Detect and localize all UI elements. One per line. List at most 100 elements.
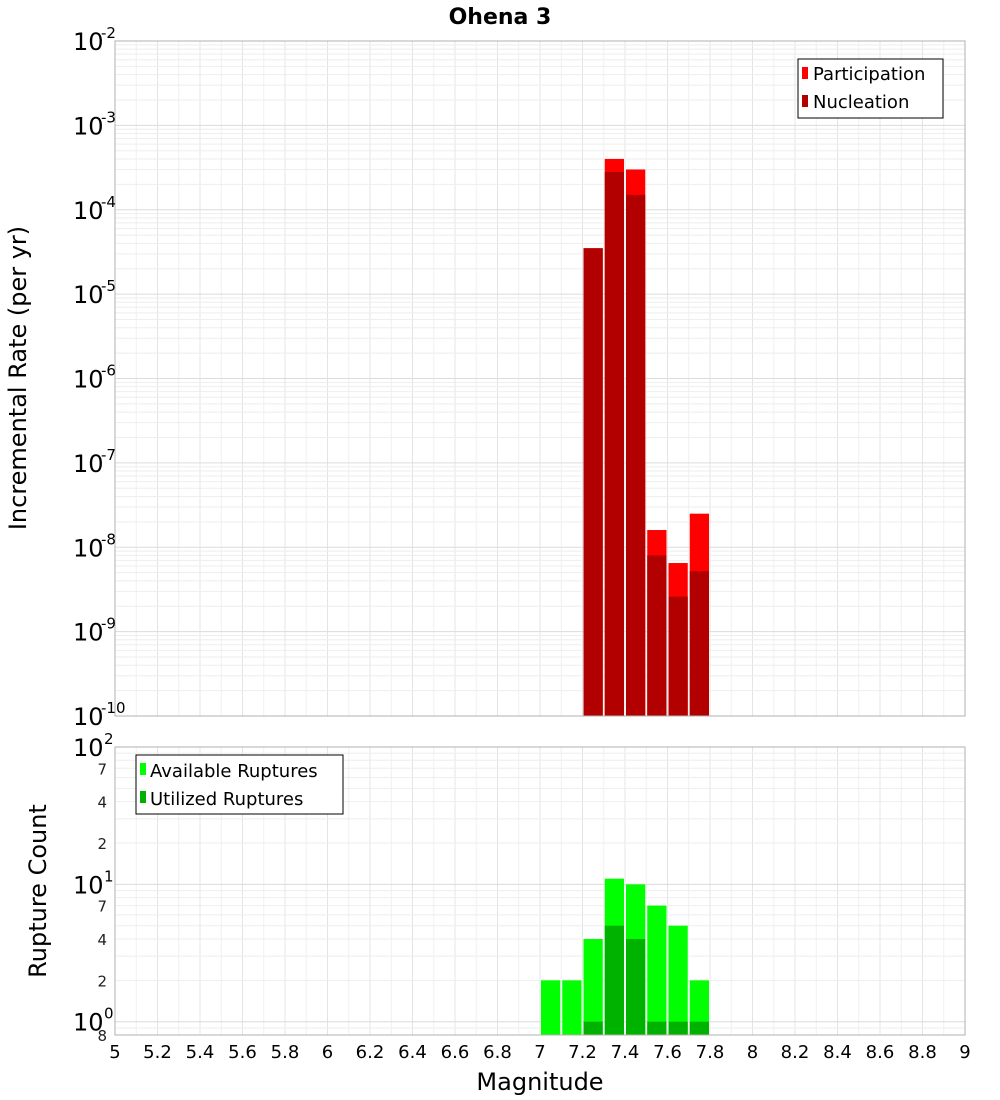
rate-nucleation-bar [689, 571, 709, 716]
count-utilized-ruptures-bar [626, 939, 646, 1035]
y-tick-label: 10 2 [73, 730, 114, 762]
bottom-legend: Available Ruptures Utilized Ruptures [135, 754, 344, 815]
top-plot-border [114, 40, 966, 717]
x-tick-label: 7.8 [696, 1042, 725, 1063]
y-tick-exponent: -10 [101, 699, 126, 717]
x-tick-label: 7 [534, 1042, 545, 1063]
x-tick-label: 6.2 [356, 1042, 385, 1063]
x-tick-label: 6.6 [441, 1042, 470, 1063]
y-tick-label: 10 0 [73, 1005, 114, 1037]
nucleation-legend-swatch [802, 95, 808, 107]
y-tick-exponent: 0 [104, 1005, 114, 1023]
count-available-ruptures-bar [668, 925, 688, 1035]
y-tick-exponent: -8 [101, 530, 116, 548]
top-legend: Participation Nucleation [797, 58, 944, 119]
y-tick-exponent: 1 [104, 867, 114, 885]
y-tick-exponent: -3 [101, 108, 116, 126]
count-utilized-ruptures-bar [668, 1021, 688, 1035]
y-minor-tick-label: 7 [97, 898, 107, 916]
x-tick-label: 5.6 [228, 1042, 257, 1063]
top-legend-box [797, 58, 944, 119]
x-tick-labels: 5 5.2 5.4 5.6 5.8 6 6.2 6.4 6.6 6.8 7 7.2 7.4 7.6 7.8 8… [109, 1042, 970, 1063]
y-tick-label: 10-6 [73, 362, 116, 394]
count-available-ruptures-bar [647, 905, 667, 1035]
participation-legend-label: Participation [813, 64, 925, 85]
y-tick-label: 10-4 [73, 193, 116, 225]
count-available-ruptures-bar [583, 939, 603, 1035]
x-tick-label: 6.8 [483, 1042, 512, 1063]
y-minor-tick-label: 2 [97, 835, 107, 853]
bottom-y-axis-label: Rupture Count [24, 804, 52, 978]
x-tick-label: 7.6 [653, 1042, 682, 1063]
y-minor-tick-label: 4 [97, 794, 107, 812]
count-available-ruptures-bar [689, 980, 709, 1035]
y-tick-base: 10 [73, 450, 104, 478]
y-tick-base: 10 [73, 197, 104, 225]
y-tick-base: 10 [73, 871, 104, 899]
top-bars [583, 158, 709, 717]
count-utilized-ruptures-bar [689, 1021, 709, 1035]
rate-nucleation-bar [668, 596, 688, 716]
y-tick-base: 10 [73, 28, 104, 56]
y-tick-label: 10-10 [73, 699, 126, 731]
y-tick-label: 10-5 [73, 277, 116, 309]
x-tick-label: 5.4 [186, 1042, 215, 1063]
top-y-tick-labels: 10-210-310-410-510-610-710-810-910-10 [73, 24, 126, 731]
chart-title: Ohena 3 [449, 5, 552, 30]
x-tick-label: 8.8 [908, 1042, 937, 1063]
x-tick-label: 7.2 [568, 1042, 597, 1063]
y-tick-exponent: -2 [101, 24, 116, 42]
x-axis-label: Magnitude [476, 1068, 603, 1096]
top-gridlines [114, 40, 966, 717]
y-tick-base: 10 [73, 703, 104, 731]
utilized-legend-label: Utilized Ruptures [150, 789, 303, 810]
count-utilized-ruptures-bar [583, 1021, 603, 1035]
y-tick-exponent: -5 [101, 277, 116, 295]
y-tick-label: 10-7 [73, 446, 116, 478]
y-tick-exponent: -7 [101, 446, 116, 464]
x-tick-label: 5.8 [271, 1042, 300, 1063]
x-tick-label: 8.4 [823, 1042, 852, 1063]
rate-nucleation-bar [626, 194, 646, 716]
y-tick-label: 10-2 [73, 24, 116, 56]
utilized-legend-swatch [140, 791, 146, 803]
available-legend-swatch [140, 763, 146, 775]
y-minor-tick-label: 8 [97, 1027, 107, 1045]
y-tick-exponent: 2 [104, 730, 114, 748]
y-tick-exponent: -9 [101, 615, 116, 633]
x-tick-label: 8.6 [866, 1042, 895, 1063]
count-utilized-ruptures-bar [647, 1021, 667, 1035]
y-minor-tick-label: 2 [97, 972, 107, 990]
count-available-ruptures-bar [562, 980, 582, 1035]
x-tick-label: 9 [959, 1042, 970, 1063]
available-legend-label: Available Ruptures [150, 761, 318, 782]
rate-nucleation-bar [583, 248, 603, 717]
y-tick-exponent: -6 [101, 362, 116, 380]
x-tick-label: 5.2 [143, 1042, 172, 1063]
participation-rate-panel: 10-210-310-410-510-610-710-810-910-10 In… [4, 24, 966, 731]
x-tick-label: 6.4 [398, 1042, 427, 1063]
bottom-plot-border [114, 746, 966, 1036]
x-tick-label: 6 [322, 1042, 333, 1063]
y-tick-label: 10 1 [73, 867, 114, 899]
y-tick-label: 10-8 [73, 530, 116, 562]
y-minor-tick-label: 7 [97, 760, 107, 778]
y-tick-label: 10-9 [73, 615, 116, 647]
y-tick-exponent: -4 [101, 193, 116, 211]
x-tick-label: 8 [747, 1042, 758, 1063]
y-minor-tick-label: 4 [97, 931, 107, 949]
y-tick-base: 10 [73, 534, 104, 562]
x-tick-label: 7.4 [611, 1042, 640, 1063]
rate-nucleation-bar [647, 555, 667, 716]
count-available-ruptures-bar [541, 980, 561, 1035]
x-tick-label: 5 [109, 1042, 120, 1063]
y-tick-base: 10 [73, 366, 104, 394]
count-utilized-ruptures-bar [604, 925, 624, 1035]
participation-legend-swatch [802, 67, 808, 79]
y-tick-base: 10 [73, 281, 104, 309]
y-tick-base: 10 [73, 112, 104, 140]
y-tick-base: 10 [73, 734, 104, 762]
